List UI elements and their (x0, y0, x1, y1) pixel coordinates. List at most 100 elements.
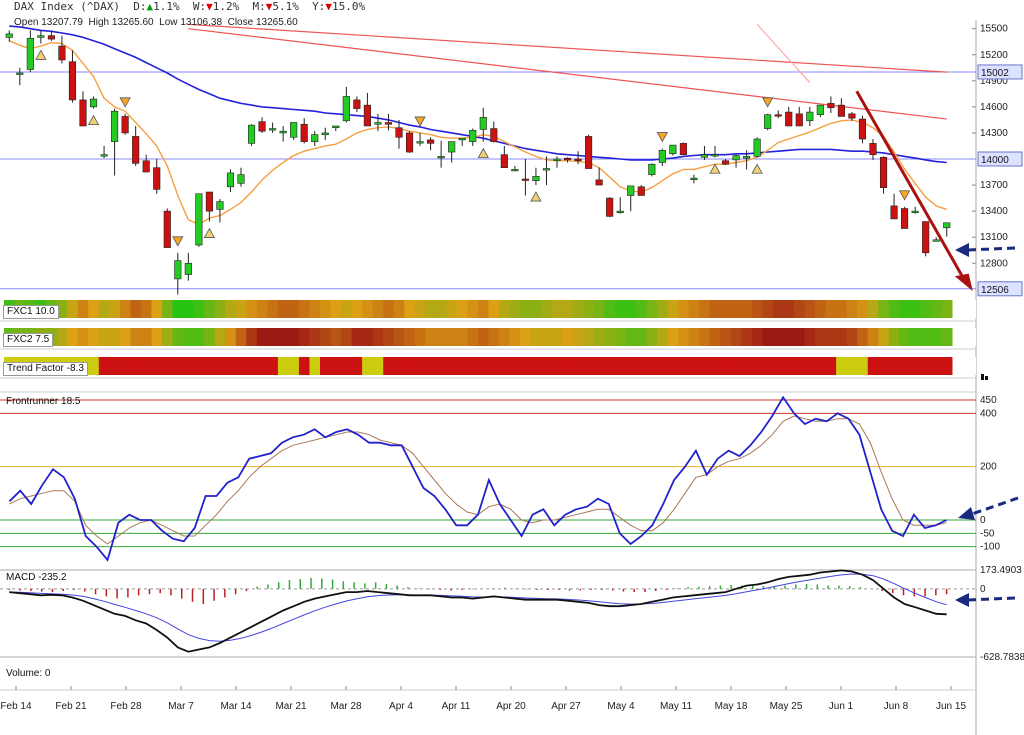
candle-body (627, 185, 635, 196)
trend-band-cell (920, 357, 932, 375)
trend-band-cell (362, 357, 374, 375)
candle-body (174, 260, 182, 280)
frontrunner-line (8, 395, 947, 562)
candle-body (795, 113, 803, 127)
candle-body (743, 156, 751, 159)
trend-band-cell (699, 357, 711, 375)
candle-body (690, 177, 698, 180)
candle-body (258, 121, 266, 132)
trend-band-cell (151, 357, 163, 375)
candle-body (606, 197, 614, 217)
fxc2-band-cell (520, 328, 532, 346)
fxc2-band-cell (551, 328, 563, 346)
trend-band-cell (467, 357, 479, 375)
fxc1-band-cell (298, 300, 310, 318)
fxc1-band-cell (646, 300, 658, 318)
candle-body (132, 136, 140, 164)
candle-body (469, 130, 477, 142)
fxc2-band-cell (204, 328, 216, 346)
candle-body (753, 138, 761, 157)
x-tick-label: May 4 (607, 701, 635, 712)
candle-body (311, 134, 319, 142)
fxc2-band-cell (341, 328, 353, 346)
fxc2-band-cell (151, 328, 163, 346)
candle-body (226, 172, 235, 188)
candle-body (637, 186, 645, 196)
price-tick-label: 13100 (980, 232, 1008, 243)
candle-body (679, 143, 687, 155)
candle-body (121, 116, 129, 134)
ohlc-readout: Open 13207.79 High 13265.60 Low 13106.38… (14, 17, 298, 28)
fxc1-band-cell (930, 300, 942, 318)
trend-band-cell (320, 357, 332, 375)
fxc1-band-cell (751, 300, 763, 318)
fxc1-band-cell (235, 300, 247, 318)
trend-band-cell (762, 357, 774, 375)
day-change-arrow: ▲ (146, 0, 154, 13)
candle-body (700, 154, 709, 158)
price-tick-label: 14900 (980, 76, 1008, 87)
candle-body (542, 168, 551, 171)
fxc1-band-cell (825, 300, 837, 318)
fxc1-band-cell (783, 300, 795, 318)
trend-band-cell (794, 357, 806, 375)
fxc2-band-cell (467, 328, 479, 346)
candle-body (205, 191, 213, 212)
price-tick-label: 15500 (980, 24, 1008, 35)
trend-band-cell (246, 357, 258, 375)
frontrunner-tick-label: -50 (980, 528, 995, 539)
fxc1-label: FXC1 10.0 (3, 305, 59, 319)
fxc1-band-cell (583, 300, 595, 318)
candle-body (395, 127, 403, 138)
trendline-lower (188, 28, 947, 120)
fxc1-band-cell (119, 300, 131, 318)
price-tick-label: 14300 (980, 128, 1008, 139)
fxc2-band-cell (678, 328, 690, 346)
fxc1-band-cell (709, 300, 721, 318)
candle-body (858, 118, 867, 140)
reference-badge (977, 281, 1023, 297)
sell-signal-triangle (414, 116, 426, 127)
trend-band-cell (888, 357, 900, 375)
trend-band-cell (383, 357, 395, 375)
fxc2-band-cell (625, 328, 637, 346)
fxc2-band-cell (256, 328, 268, 346)
trend-band-cell (541, 357, 553, 375)
fxc2-band-cell (783, 328, 795, 346)
fxc1-band-cell (741, 300, 753, 318)
candle-body (279, 130, 287, 134)
price-panel: 15002 14000 12506 (0, 23, 1023, 297)
trend-band-cell (183, 357, 195, 375)
fxc2-band-cell (794, 328, 806, 346)
fxc2-band-cell (246, 328, 258, 346)
fxc2-band-cell (309, 328, 321, 346)
trend-band-cell (341, 357, 353, 375)
candle-body (374, 122, 382, 125)
fxc1-band-cell (509, 300, 521, 318)
fxc2-band-cell (140, 328, 152, 346)
candle-body (300, 123, 308, 142)
sell-signal-triangle (119, 97, 131, 108)
trend-band-cell (688, 357, 700, 375)
price-pointer-arrow (966, 246, 1016, 252)
trend-band-cell (678, 357, 690, 375)
day-change: 1.1% (153, 0, 180, 13)
trend-band-cell (709, 357, 721, 375)
trend-band-cell (509, 357, 521, 375)
trend-band-cell (425, 357, 437, 375)
fxc2-band-cell (867, 328, 879, 346)
fxc2-band-cell (878, 328, 890, 346)
fxc1-band-cell (456, 300, 468, 318)
fxc2-band-cell (688, 328, 700, 346)
indicator-bands (0, 300, 988, 380)
fxc1-band-cell (193, 300, 205, 318)
fxc2-band-cell (857, 328, 869, 346)
fxc2-band-cell (488, 328, 500, 346)
buy-signal-triangle (203, 227, 216, 238)
macd-panel: 173.4903 0 -628.7838 (0, 565, 1024, 663)
candle-body (405, 132, 414, 153)
candle-body (163, 210, 171, 248)
trend-band-cell (499, 357, 511, 375)
trend-band-cell (941, 357, 953, 375)
fxc1-band-cell (162, 300, 174, 318)
